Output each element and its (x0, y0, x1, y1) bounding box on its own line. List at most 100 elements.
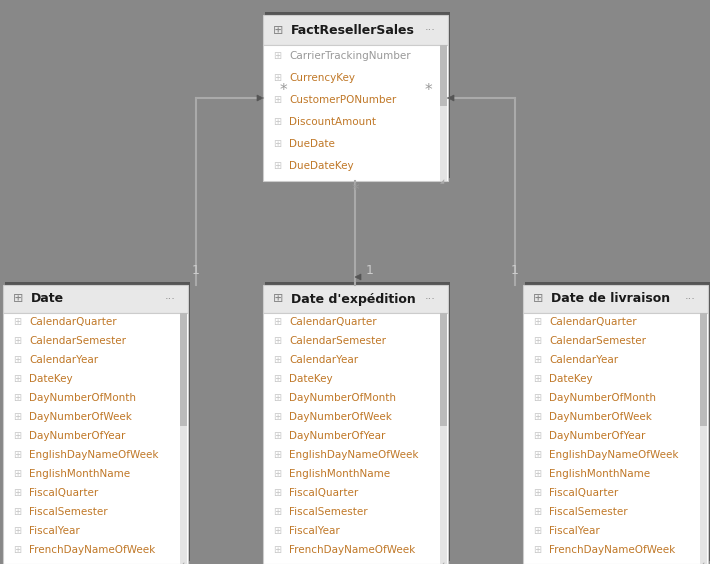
Text: FiscalYear: FiscalYear (289, 526, 340, 536)
Bar (523, 313, 708, 564)
Text: DateKey: DateKey (29, 374, 72, 384)
Text: ⊞: ⊞ (273, 139, 281, 149)
Text: ···: ··· (684, 294, 695, 304)
Polygon shape (257, 95, 263, 101)
Text: FrenchDayNameOfWeek: FrenchDayNameOfWeek (549, 545, 675, 555)
Text: ⊞: ⊞ (533, 412, 541, 422)
Text: DayNumberOfWeek: DayNumberOfWeek (289, 412, 392, 422)
Text: FiscalSemester: FiscalSemester (549, 507, 628, 517)
Bar (180, 313, 187, 426)
Text: ◢: ◢ (439, 562, 444, 564)
Text: EnglishMonthName: EnglishMonthName (289, 469, 390, 479)
Text: ⊞: ⊞ (533, 469, 541, 479)
Text: FiscalSemester: FiscalSemester (289, 507, 368, 517)
Text: ⊞: ⊞ (13, 355, 21, 365)
Text: ⊞: ⊞ (13, 526, 21, 536)
Text: CalendarSemester: CalendarSemester (289, 336, 386, 346)
Text: ⊞: ⊞ (13, 393, 21, 403)
Text: 1: 1 (366, 265, 374, 277)
Text: CalendarSemester: CalendarSemester (29, 336, 126, 346)
Text: EnglishMonthName: EnglishMonthName (29, 469, 130, 479)
Text: DayNumberOfMonth: DayNumberOfMonth (289, 393, 396, 403)
Text: ⊞: ⊞ (273, 161, 281, 171)
Text: ⊞: ⊞ (273, 117, 281, 127)
Text: CalendarQuarter: CalendarQuarter (29, 317, 116, 327)
Text: ⊞: ⊞ (13, 545, 21, 555)
Text: FiscalSemester: FiscalSemester (29, 507, 108, 517)
Text: ···: ··· (425, 25, 435, 35)
Bar (265, 12, 450, 178)
Text: CalendarQuarter: CalendarQuarter (289, 317, 376, 327)
Text: ···: ··· (165, 294, 175, 304)
Text: CalendarYear: CalendarYear (29, 355, 98, 365)
Text: EnglishDayNameOfWeek: EnglishDayNameOfWeek (289, 450, 418, 460)
Bar (263, 45, 448, 181)
Text: ⊞: ⊞ (273, 95, 281, 105)
Text: ···: ··· (425, 294, 435, 304)
Text: Date d'expédition: Date d'expédition (291, 293, 416, 306)
Text: ⊞: ⊞ (273, 507, 281, 517)
Text: FiscalYear: FiscalYear (549, 526, 600, 536)
Text: ⊞: ⊞ (533, 293, 543, 306)
Bar (700, 313, 707, 564)
Text: DueDate: DueDate (289, 139, 335, 149)
Text: CalendarYear: CalendarYear (289, 355, 358, 365)
Text: ⊞: ⊞ (273, 431, 281, 441)
Text: ⊞: ⊞ (533, 431, 541, 441)
Text: EnglishMonthName: EnglishMonthName (549, 469, 650, 479)
Text: DayNumberOfWeek: DayNumberOfWeek (29, 412, 132, 422)
Text: DueDateKey: DueDateKey (289, 161, 354, 171)
Text: ⊞: ⊞ (273, 488, 281, 498)
Text: DayNumberOfYear: DayNumberOfYear (549, 431, 645, 441)
Text: FiscalQuarter: FiscalQuarter (549, 488, 618, 498)
Bar (3, 285, 188, 313)
Bar (263, 15, 448, 45)
Text: 1: 1 (511, 265, 519, 277)
Text: ⊞: ⊞ (13, 507, 21, 517)
Text: ⊞: ⊞ (273, 24, 283, 37)
Text: ⊞: ⊞ (273, 545, 281, 555)
Bar (180, 313, 187, 564)
Bar (5, 282, 190, 561)
Text: CurrencyKey: CurrencyKey (289, 73, 355, 83)
Text: Date: Date (31, 293, 64, 306)
Text: ⊞: ⊞ (273, 293, 283, 306)
Bar (263, 285, 448, 313)
Bar (440, 313, 447, 564)
Text: FrenchDayNameOfWeek: FrenchDayNameOfWeek (29, 545, 155, 555)
Text: ⊞: ⊞ (13, 412, 21, 422)
Text: ◢: ◢ (439, 179, 444, 184)
Text: ⊞: ⊞ (13, 469, 21, 479)
Text: ⊞: ⊞ (533, 488, 541, 498)
Text: ⊞: ⊞ (13, 488, 21, 498)
Text: ⊞: ⊞ (13, 293, 23, 306)
Text: *: * (424, 82, 432, 98)
Text: ⊞: ⊞ (533, 450, 541, 460)
Text: CustomerPONumber: CustomerPONumber (289, 95, 396, 105)
Text: DiscountAmount: DiscountAmount (289, 117, 376, 127)
Text: ⊞: ⊞ (13, 431, 21, 441)
Bar (700, 313, 707, 426)
Text: ⊞: ⊞ (273, 450, 281, 460)
Text: FiscalQuarter: FiscalQuarter (289, 488, 359, 498)
Text: ⊞: ⊞ (273, 73, 281, 83)
Bar (440, 45, 447, 106)
Text: DayNumberOfYear: DayNumberOfYear (289, 431, 386, 441)
Polygon shape (448, 95, 454, 101)
Text: ⊞: ⊞ (533, 355, 541, 365)
Text: CarrierTrackingNumber: CarrierTrackingNumber (289, 51, 410, 61)
Text: ⊞: ⊞ (13, 450, 21, 460)
Text: ⊞: ⊞ (273, 317, 281, 327)
Bar (440, 313, 447, 426)
Bar (3, 313, 188, 564)
Text: DayNumberOfMonth: DayNumberOfMonth (549, 393, 656, 403)
Text: EnglishDayNameOfWeek: EnglishDayNameOfWeek (29, 450, 158, 460)
Text: ⊞: ⊞ (533, 526, 541, 536)
Text: FiscalYear: FiscalYear (29, 526, 80, 536)
Text: CalendarSemester: CalendarSemester (549, 336, 646, 346)
Text: DateKey: DateKey (289, 374, 332, 384)
Text: ⊞: ⊞ (273, 412, 281, 422)
Text: FactResellerSales: FactResellerSales (291, 24, 415, 37)
Text: ◢: ◢ (180, 562, 184, 564)
Text: ⊞: ⊞ (273, 393, 281, 403)
